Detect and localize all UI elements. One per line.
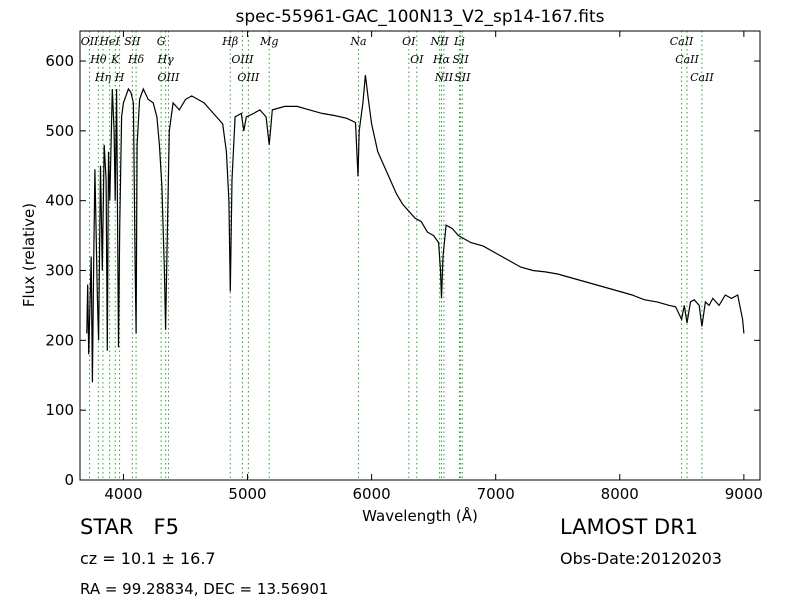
spectral-line-label: OII	[81, 35, 99, 48]
spectral-line-label: SII	[124, 35, 141, 48]
y-tick-label: 400	[45, 192, 74, 210]
y-tick-label: 300	[45, 262, 74, 280]
spectral-line-label: OIII	[237, 71, 260, 84]
annotation: LAMOST DR1	[560, 515, 698, 539]
annotation: cz = 10.1 ± 16.7	[80, 549, 216, 568]
x-tick-label: 6000	[353, 485, 391, 503]
spectral-line-label: SII	[454, 71, 471, 84]
x-tick-label: 7000	[477, 485, 515, 503]
annotation: Obs-Date:20120203	[560, 549, 722, 568]
spectral-line-label: Hα	[432, 53, 451, 66]
spectral-line-label: HeI	[98, 35, 120, 48]
x-tick-label: 9000	[725, 485, 763, 503]
spectral-line-label: Hδ	[127, 53, 145, 66]
y-tick-label: 0	[64, 471, 74, 489]
spectral-line-label: H	[114, 71, 125, 84]
annotation: STAR F5	[80, 515, 179, 539]
spectral-line-label: Na	[349, 35, 366, 48]
spectral-line-label: Hη	[94, 71, 112, 84]
spectral-line-label: SII	[452, 53, 469, 66]
y-tick-label: 200	[45, 331, 74, 349]
spectral-line-label: Hβ	[221, 35, 238, 48]
x-axis-label: Wavelength (Å)	[362, 506, 478, 525]
spectrum-line	[86, 74, 745, 383]
annotation: RA = 99.28834, DEC = 13.56901	[80, 580, 328, 598]
spectral-line-label: Li	[453, 35, 465, 48]
x-tick-label: 5000	[228, 485, 266, 503]
spectral-line-label: CaII	[690, 71, 714, 84]
plot-area: OII Hθ Hη HeI KH SII Hδ G Hγ OIII Hβ OIII OIII Mg Na OI…	[81, 31, 745, 480]
axes-frame	[79, 30, 761, 481]
y-axis-label: Flux (relative)	[20, 203, 38, 307]
spectral-line-label: CaII	[675, 53, 699, 66]
spectral-line-label: G	[157, 35, 166, 48]
spectral-line-label: K	[110, 53, 120, 66]
x-tick-label: 4000	[104, 485, 142, 503]
spectral-line-label: OI	[410, 53, 424, 66]
spectral-line-label: CaII	[670, 35, 694, 48]
x-tick-label: 8000	[601, 485, 639, 503]
spectral-line-label: Hγ	[157, 53, 175, 66]
chart-title: spec-55961-GAC_100N13_V2_sp14-167.fits	[235, 7, 604, 27]
spectral-line-label: Hθ	[89, 53, 107, 66]
y-tick-label: 600	[45, 52, 74, 70]
y-tick-label: 500	[45, 122, 74, 140]
spectral-line-label: OIII	[157, 71, 180, 84]
spectral-line-label: NII	[434, 71, 454, 84]
y-tick-label: 100	[45, 401, 74, 419]
spectral-line-label: Mg	[259, 35, 278, 48]
spectral-line-label: NII	[429, 35, 449, 48]
spectral-line-label: OI	[402, 35, 416, 48]
spectral-line-label: OIII	[231, 53, 254, 66]
